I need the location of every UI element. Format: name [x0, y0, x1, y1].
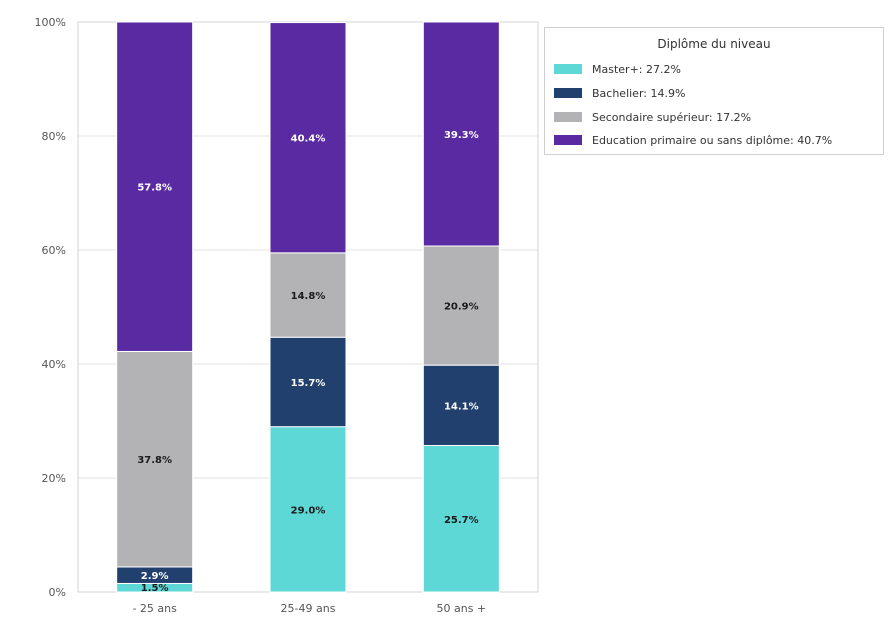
legend-item-secondaire: Secondaire supérieur: 17.2%	[554, 109, 751, 125]
data-label: 29.0%	[291, 505, 326, 516]
y-tick-label: 0%	[49, 586, 66, 599]
y-tick-label: 60%	[42, 244, 66, 257]
legend-swatch-secondaire	[554, 112, 582, 122]
legend-label-master: Master+: 27.2%	[592, 62, 681, 76]
data-label: 1.5%	[141, 583, 169, 594]
data-label: 40.4%	[291, 134, 326, 145]
legend-item-primaire: Education primaire ou sans diplôme: 40.7…	[554, 132, 832, 148]
bar-segment	[269, 252, 347, 338]
data-label: 57.8%	[137, 183, 172, 194]
y-tick-label: 20%	[42, 472, 66, 485]
data-label: 15.7%	[291, 378, 326, 389]
x-tick-label: - 25 ans	[132, 602, 177, 615]
data-label: 39.3%	[444, 130, 479, 141]
x-tick-label: 25-49 ans	[281, 602, 336, 615]
bar-segment	[422, 364, 500, 447]
legend-swatch-master	[554, 64, 582, 74]
legend-swatch-bachelier	[554, 88, 582, 98]
legend-item-master: Master+: 27.2%	[554, 61, 681, 77]
legend-label-primaire: Education primaire ou sans diplôme: 40.7…	[592, 133, 833, 147]
x-tick-label: 50 ans +	[437, 602, 487, 615]
legend-label-secondaire: Secondaire supérieur: 17.2%	[592, 110, 752, 124]
bar-segment	[116, 21, 194, 352]
bar-segment	[269, 426, 347, 593]
x-axis: - 25 ans 25-49 ans 50 ans +	[132, 602, 486, 615]
legend-label-bachelier: Bachelier: 14.9%	[592, 86, 686, 100]
bar-segment	[422, 21, 500, 247]
y-tick-label: 100%	[35, 16, 66, 29]
bar-segment	[269, 22, 347, 254]
data-label: 14.8%	[291, 291, 326, 302]
y-axis: 0% 20% 40% 60% 80% 100%	[35, 16, 66, 599]
bar-segment	[422, 245, 500, 366]
bar-segment	[269, 336, 347, 428]
legend-title: Diplôme du niveau	[657, 37, 771, 51]
legend: Diplôme du niveau Master+: 27.2% Bacheli…	[544, 27, 884, 155]
data-label: 20.9%	[444, 302, 479, 313]
data-label: 37.8%	[137, 455, 172, 466]
data-label: 14.1%	[444, 401, 479, 412]
bar-segment	[422, 445, 500, 593]
data-label: 25.7%	[444, 515, 479, 526]
legend-swatch-primaire	[554, 135, 582, 145]
y-tick-label: 40%	[42, 358, 66, 371]
bar-segment	[116, 350, 194, 568]
legend-item-bachelier: Bachelier: 14.9%	[554, 85, 685, 101]
bars: 1.5%2.9% 37.8% 57.8% 29.0% 15.7% 14.8% 40.4% 25…	[116, 21, 500, 594]
data-label: 2.9%	[141, 571, 169, 582]
y-tick-label: 80%	[42, 130, 66, 143]
